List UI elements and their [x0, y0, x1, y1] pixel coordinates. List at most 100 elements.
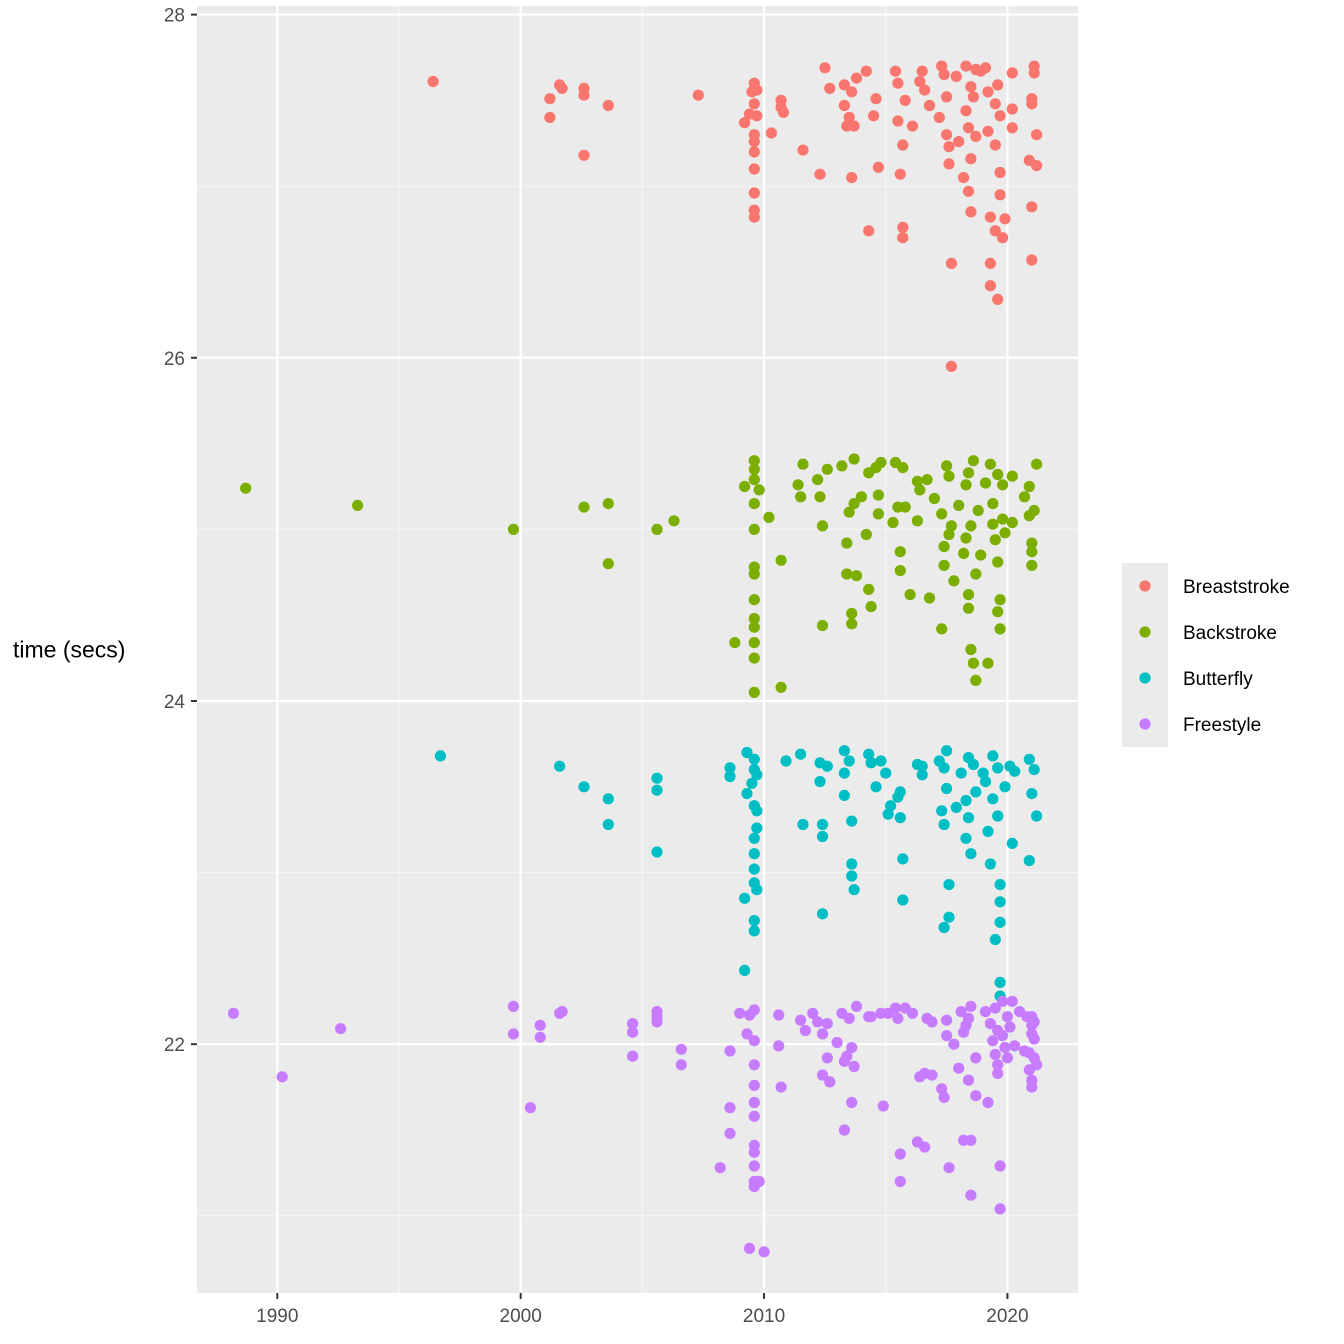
data-point [1006, 122, 1018, 134]
data-point [821, 1052, 833, 1064]
data-point [758, 1246, 770, 1258]
legend-key-backstroke [1139, 626, 1151, 638]
data-point [984, 280, 997, 292]
data-point [936, 508, 948, 520]
data-point [863, 225, 875, 237]
data-point [748, 1160, 760, 1172]
data-point [977, 767, 989, 779]
data-point [941, 129, 953, 141]
data-point [850, 72, 863, 84]
data-point [838, 99, 851, 112]
data-point [741, 788, 753, 800]
y-tick-label: 24 [164, 692, 186, 713]
data-point [999, 1042, 1011, 1054]
data-point [894, 786, 906, 798]
data-point [831, 1036, 843, 1049]
data-point [999, 213, 1011, 225]
y-tick-label: 28 [164, 6, 185, 27]
data-point [848, 453, 860, 465]
data-point [724, 1045, 736, 1057]
data-point [892, 77, 904, 89]
legend-key-butterfly [1139, 672, 1151, 684]
data-point [507, 1028, 519, 1040]
data-point [979, 62, 992, 74]
data-point [894, 565, 906, 577]
data-point [965, 81, 977, 93]
data-point [797, 818, 809, 831]
data-point [507, 523, 519, 536]
data-point [602, 818, 614, 831]
data-point [578, 89, 590, 101]
data-point [885, 800, 897, 812]
data-point [651, 1016, 663, 1028]
data-point [984, 211, 997, 223]
data-point [1031, 1059, 1043, 1071]
data-point [953, 136, 965, 148]
x-tick-label: 2020 [986, 1306, 1028, 1327]
data-point [1026, 254, 1038, 266]
data-point [941, 1014, 953, 1026]
data-point [556, 1006, 568, 1018]
data-point [748, 863, 760, 875]
data-point [841, 568, 853, 580]
data-point [989, 1048, 1001, 1061]
data-point [911, 475, 924, 487]
data-point [992, 762, 1004, 774]
data-point [897, 462, 909, 474]
data-point [994, 896, 1006, 908]
data-point [994, 594, 1006, 606]
data-point [889, 65, 902, 77]
data-point [846, 618, 858, 630]
legend-key-freestyle [1139, 718, 1151, 730]
data-point [916, 65, 928, 77]
data-point [875, 456, 887, 469]
data-point [950, 801, 962, 814]
data-point [739, 480, 751, 493]
data-point [989, 534, 1001, 546]
data-point [960, 794, 972, 807]
data-point [943, 158, 955, 170]
data-point [948, 1038, 960, 1050]
data-point [846, 607, 858, 620]
y-tick-label: 22 [164, 1035, 185, 1056]
data-point [1006, 837, 1018, 850]
minor-gridlines [197, 6, 1078, 1293]
data-point [544, 93, 556, 105]
data-point [994, 916, 1006, 928]
data-point [1028, 67, 1040, 79]
legend-key-breaststroke [1139, 580, 1151, 592]
data-point [945, 520, 958, 532]
data-point [970, 1052, 982, 1064]
data-point [812, 474, 824, 486]
data-point [748, 637, 760, 649]
data-point [906, 1007, 919, 1019]
data-point [1006, 67, 1018, 79]
data-point [819, 62, 831, 74]
data-point [982, 1096, 994, 1109]
x-tick-label: 1990 [256, 1306, 298, 1327]
data-point [938, 818, 950, 831]
data-point [1026, 559, 1038, 572]
data-point [795, 491, 807, 503]
data-point [994, 166, 1006, 179]
data-point [751, 822, 763, 834]
data-point [729, 637, 741, 649]
data-point [943, 141, 955, 153]
data-point [870, 93, 882, 105]
data-point [838, 745, 851, 757]
data-point [955, 1006, 967, 1018]
data-point [936, 60, 948, 72]
data-point [1028, 1033, 1040, 1045]
data-point [921, 474, 933, 486]
data-point [1006, 995, 1018, 1007]
data-point [544, 111, 556, 124]
data-point [941, 91, 953, 103]
data-point [748, 613, 760, 625]
data-point [821, 463, 833, 475]
data-point [843, 111, 855, 124]
data-point [965, 643, 977, 656]
data-point [748, 211, 760, 223]
data-point [943, 1162, 955, 1174]
data-point [943, 528, 955, 541]
data-point [994, 1160, 1006, 1172]
